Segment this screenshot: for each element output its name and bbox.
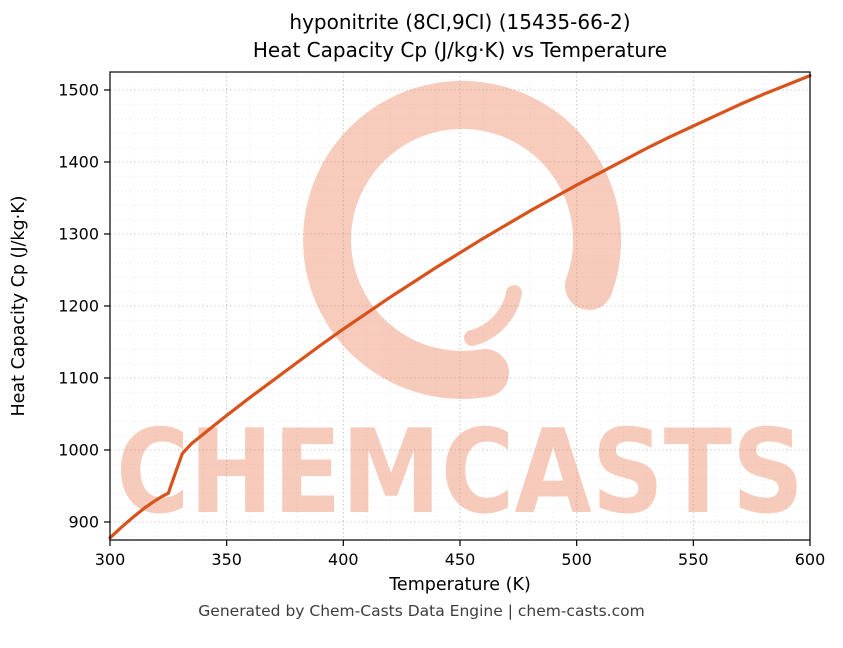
- chart-title: hyponitrite (8CI,9CI) (15435-66-2) Heat …: [110, 8, 810, 64]
- y-tick-label: 1100: [58, 369, 99, 388]
- axis-ticks: [104, 89, 811, 546]
- x-tick-label: 550: [678, 550, 709, 569]
- chemcasts-logo-swoosh-icon: [464, 285, 522, 346]
- y-tick-label: 1500: [58, 81, 99, 100]
- y-tick-label: 900: [68, 513, 99, 532]
- series-group: [108, 74, 812, 540]
- x-tick-label: 450: [445, 550, 476, 569]
- x-tick-label: 600: [795, 550, 826, 569]
- footer-caption: Generated by Chem-Casts Data Engine | ch…: [198, 602, 645, 620]
- x-axis-label: Temperature (K): [388, 575, 531, 595]
- y-axis-label: Heat Capacity Cp (J/kg·K): [9, 196, 29, 417]
- chemcasts-logo-watermark: [303, 80, 622, 399]
- y-tick-label: 1400: [58, 153, 99, 172]
- x-tick-label: 300: [95, 550, 126, 569]
- axis-tick-labels: 300 350 400 450 500 550 600 900 1000 1100 1200 1300…: [58, 81, 825, 570]
- y-tick-label: 1300: [58, 225, 99, 244]
- major-gridlines: [109, 72, 811, 540]
- y-tick-label: 1000: [58, 441, 99, 460]
- chart-title-line1: hyponitrite (8CI,9CI) (15435-66-2): [289, 10, 631, 34]
- x-tick-label: 350: [211, 550, 242, 569]
- y-tick-label: 1200: [58, 297, 99, 316]
- x-tick-label: 500: [561, 550, 592, 569]
- cp-line-series: [108, 74, 812, 540]
- chemcasts-watermark: CHEMCASTS: [116, 80, 804, 540]
- x-tick-label: 400: [328, 550, 359, 569]
- watermark-text: CHEMCASTS: [116, 405, 804, 540]
- chart-title-line2: Heat Capacity Cp (J/kg·K) vs Temperature: [252, 38, 668, 62]
